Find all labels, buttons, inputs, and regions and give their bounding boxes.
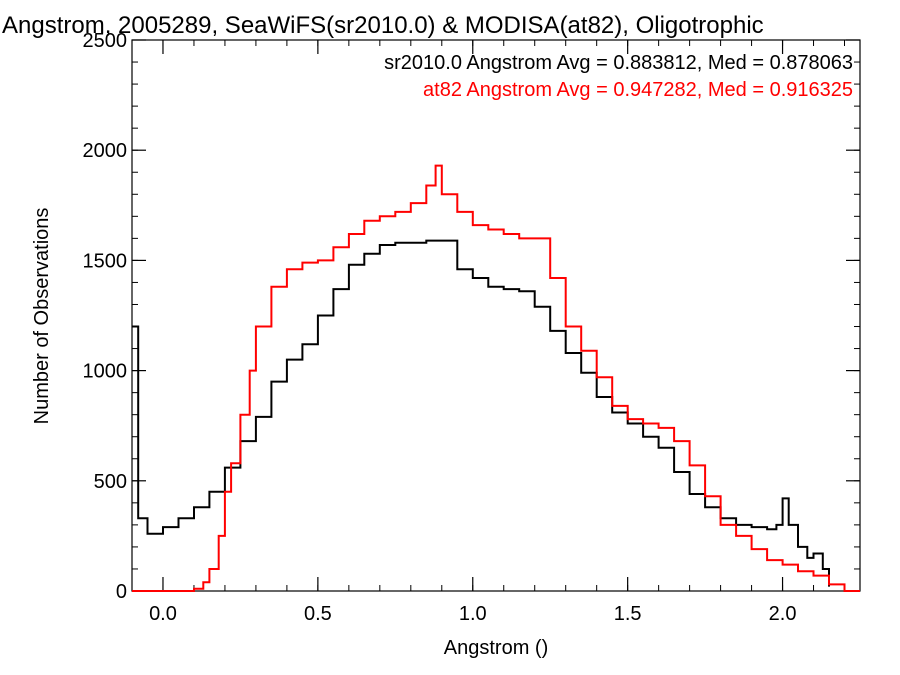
- y-axis: 0 500 1000 1500 2000 2500: [83, 30, 860, 603]
- y-tick-label: 2000: [83, 140, 128, 162]
- x-axis-label: Angstrom (): [444, 637, 548, 659]
- series-layer: [132, 164, 860, 592]
- y-tick-label: 0: [116, 581, 127, 603]
- y-tick-label: 1000: [83, 361, 128, 383]
- plot-border: [131, 39, 861, 592]
- y-tick-label: 500: [94, 471, 127, 493]
- stats-annotation-1: sr2010.0 Angstrom Avg = 0.883812, Med = …: [384, 52, 853, 74]
- x-axis: 0.0 0.5 1.0 1.5 2.0: [131, 40, 846, 625]
- x-tick-label: 2.0: [769, 603, 797, 625]
- x-tick-label: 0.0: [149, 603, 177, 625]
- stats-annotation-2: at82 Angstrom Avg = 0.947282, Med = 0.91…: [423, 79, 853, 101]
- x-tick-label: 0.5: [304, 603, 332, 625]
- annotations: sr2010.0 Angstrom Avg = 0.883812, Med = …: [384, 52, 853, 101]
- y-axis-label: Number of Observations: [31, 208, 53, 425]
- y-tick-label: 2500: [83, 30, 128, 52]
- y-tick-label: 1500: [83, 250, 128, 272]
- series-line-2: [132, 164, 860, 592]
- x-tick-label: 1.0: [459, 603, 487, 625]
- chart-title: Angstrom, 2005289, SeaWiFS(sr2010.0) & M…: [2, 12, 764, 39]
- plot-frame: [131, 39, 861, 592]
- series-line-1: [132, 239, 830, 587]
- x-tick-label: 1.5: [614, 603, 642, 625]
